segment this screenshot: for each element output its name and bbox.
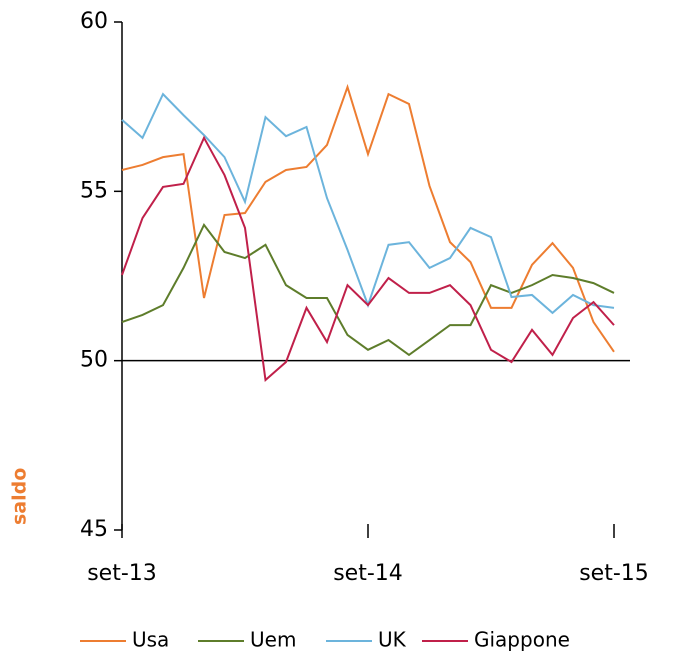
series-line: [121, 135, 615, 382]
y-tick-label: 55: [80, 178, 108, 203]
x-tick-label: set-15: [579, 561, 649, 586]
series-line: [121, 222, 615, 357]
legend-label: Uem: [250, 628, 296, 652]
y-axis-label: saldo: [9, 468, 31, 525]
x-tick-label: set-13: [87, 561, 157, 586]
legend-label: Giappone: [474, 628, 570, 652]
y-tick-label: 60: [80, 9, 108, 34]
series-line: [121, 83, 615, 353]
legend-label: Usa: [132, 628, 169, 652]
y-tick-label: 50: [80, 348, 108, 373]
legend-label: UK: [378, 628, 407, 652]
x-tick-label: set-14: [333, 561, 403, 586]
y-tick-label: 45: [80, 517, 108, 542]
